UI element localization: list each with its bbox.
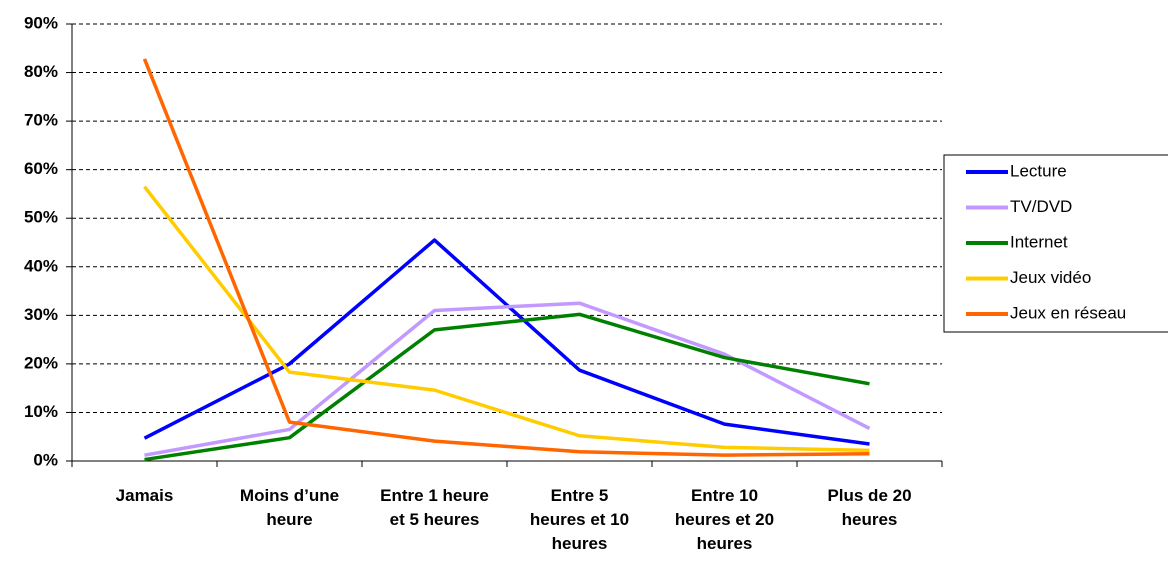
series-line [144, 312, 870, 462]
series-line [142, 58, 870, 457]
legend-label: Lecture [1010, 161, 1067, 180]
y-tick-label: 0% [33, 450, 58, 469]
y-tick-label: 40% [24, 256, 58, 275]
x-tick-label: Entre 5 heures et 10 heures [529, 486, 630, 553]
x-tick-label: Moins d’une heure [239, 486, 340, 529]
legend-label: Jeux en réseau [1010, 303, 1126, 322]
y-tick-label: 60% [24, 159, 58, 178]
x-tick-label: Entre 1 heure et 5 heures [380, 486, 489, 529]
y-tick-label: 90% [24, 13, 58, 32]
y-tick-label: 70% [24, 111, 58, 130]
series-line [144, 301, 871, 457]
legend-label: TV/DVD [1010, 197, 1072, 216]
y-tick-label: 10% [24, 402, 58, 421]
series-line [143, 185, 870, 453]
y-tick-label: 30% [24, 305, 58, 324]
y-tick-label: 20% [24, 353, 58, 372]
x-tick-label: Entre 10 heures et 20 heures [674, 486, 775, 553]
y-tick-label: 50% [24, 208, 58, 227]
x-tick-label: Plus de 20 heures [827, 486, 912, 529]
y-tick-label: 80% [24, 62, 58, 81]
x-tick-label: Jamais [115, 486, 174, 505]
legend-label: Internet [1010, 232, 1068, 251]
legend-label: Jeux vidéo [1010, 268, 1091, 287]
